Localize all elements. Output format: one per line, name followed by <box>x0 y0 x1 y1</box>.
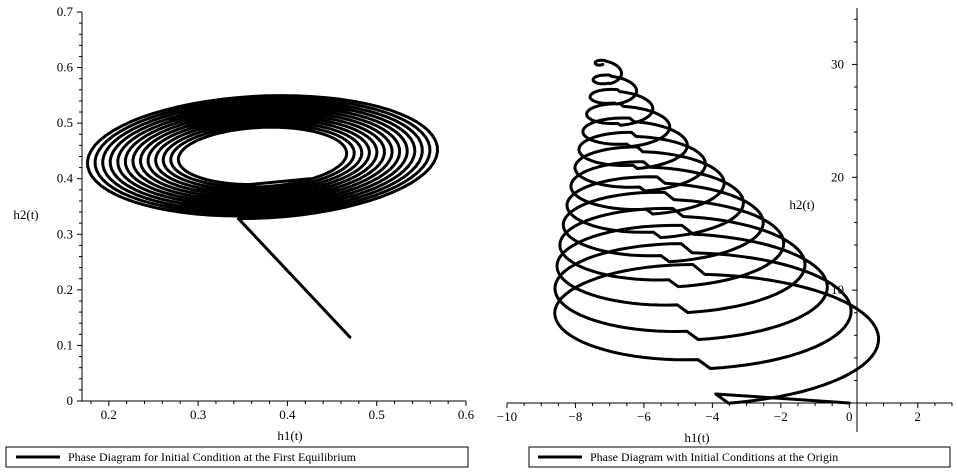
left-y-tick-label: 0.6 <box>57 60 74 75</box>
left-y-tick-label: 0.7 <box>57 4 74 19</box>
right-legend: Phase Diagram with Initial Conditions at… <box>528 446 951 468</box>
left-x-axis-label: h1(t) <box>277 428 302 443</box>
left-phase-curve <box>86 94 439 339</box>
left-ticks: 0.2 0.3 0.4 0.5 0.6 0 0.1 0.2 0.3 0.4 0.5 0.6 0.7 <box>57 4 475 422</box>
right-x-tick-label: −8 <box>569 409 583 424</box>
right-x-tick-label: 0 <box>846 409 853 424</box>
left-y-tick-label: 0 <box>67 393 74 408</box>
left-x-tick-label: 0.4 <box>279 407 296 422</box>
right-legend-label: Phase Diagram with Initial Conditions at… <box>590 450 838 464</box>
right-x-tick-label: −10 <box>497 409 517 424</box>
left-chart: 0.2 0.3 0.4 0.5 0.6 0 0.1 0.2 0.3 0.4 0.5 0.6 0.7 h1… <box>5 4 475 468</box>
left-x-tick-label: 0.2 <box>101 407 117 422</box>
left-y-tick-label: 0.5 <box>57 115 73 130</box>
left-y-axis-label: h2(t) <box>13 207 38 222</box>
left-y-tick-label: 0.1 <box>57 337 73 352</box>
left-x-tick-label: 0.6 <box>458 407 475 422</box>
right-y-tick-label: 30 <box>831 56 844 71</box>
left-y-tick-label: 0.3 <box>57 226 73 241</box>
right-legend-box <box>528 446 951 468</box>
left-x-tick-label: 0.3 <box>190 407 206 422</box>
right-y-tick-label: 20 <box>831 169 844 184</box>
left-x-tick-label: 0.5 <box>369 407 385 422</box>
right-x-tick-label: −4 <box>705 409 719 424</box>
right-x-tick-label: 2 <box>915 409 922 424</box>
right-y-axis-label: h2(t) <box>789 197 814 212</box>
left-legend-label: Phase Diagram for Initial Condition at t… <box>68 450 357 464</box>
left-y-tick-label: 0.2 <box>57 282 73 297</box>
left-y-tick-label: 0.4 <box>57 171 74 186</box>
right-phase-curve <box>553 58 881 405</box>
left-legend-box <box>5 446 469 468</box>
right-x-axis-label: h1(t) <box>684 430 709 445</box>
right-x-tick-label: −6 <box>637 409 651 424</box>
left-legend: Phase Diagram for Initial Condition at t… <box>5 446 469 468</box>
right-x-tick-label: −2 <box>774 409 788 424</box>
